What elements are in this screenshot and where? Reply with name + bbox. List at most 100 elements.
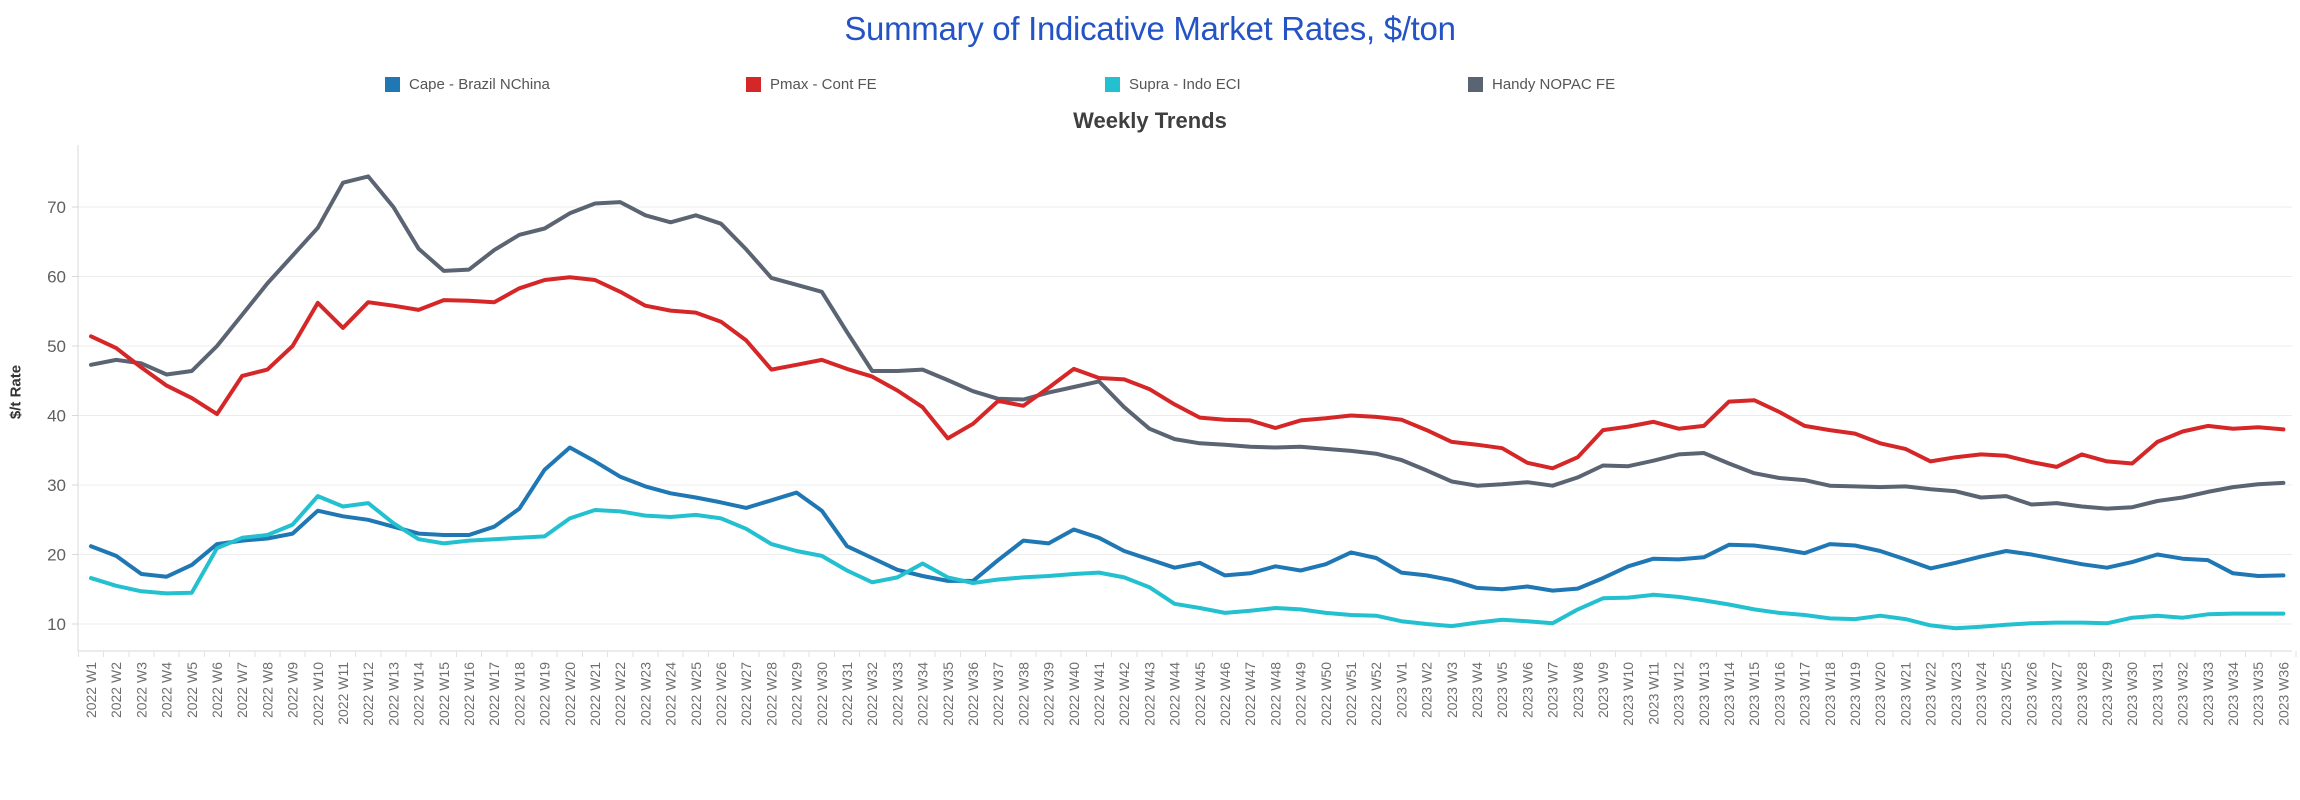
x-tick-label: 2022 W24 xyxy=(663,662,679,726)
legend-label: Handy NOPAC FE xyxy=(1492,76,1616,93)
y-tick-label: 50 xyxy=(47,337,66,356)
x-tick-label: 2023 W11 xyxy=(1645,662,1661,725)
x-tick-label: 2022 W47 xyxy=(1242,662,1258,726)
legend-label: Pmax - Cont FE xyxy=(770,76,877,93)
legend-label: Cape - Brazil NChina xyxy=(409,76,550,93)
x-tick-label: 2022 W16 xyxy=(461,662,477,726)
x-tick-label: 2022 W3 xyxy=(133,662,149,718)
x-tick-label: 2023 W10 xyxy=(1620,662,1636,726)
x-tick-label: 2023 W22 xyxy=(1923,662,1939,726)
x-tick-label: 2022 W19 xyxy=(537,662,553,726)
x-tick-label: 2023 W13 xyxy=(1696,662,1712,726)
x-tick-label: 2023 W32 xyxy=(2175,662,2191,726)
y-tick-label: 20 xyxy=(47,546,66,565)
x-tick-label: 2023 W31 xyxy=(2149,662,2165,726)
x-tick-label: 2022 W49 xyxy=(1293,662,1309,726)
x-tick-label: 2022 W52 xyxy=(1368,662,1384,726)
legend-swatch-pmax-icon xyxy=(746,77,761,92)
series-line-supra-indo-eci[interactable] xyxy=(89,494,2286,631)
x-tick-label: 2022 W31 xyxy=(839,662,855,726)
x-tick-label: 2022 W41 xyxy=(1091,662,1107,726)
x-tick-label: 2022 W34 xyxy=(915,662,931,726)
legend-item-handy-nopac-fe[interactable]: Handy NOPAC FE xyxy=(1468,76,1615,93)
x-tick-label: 2022 W5 xyxy=(184,662,200,718)
legend-swatch-supra-icon xyxy=(1105,77,1120,92)
x-tick-label: 2023 W20 xyxy=(1872,662,1888,726)
x-tick-label: 2023 W30 xyxy=(2124,662,2140,726)
x-tick-label: 2022 W15 xyxy=(436,662,452,726)
x-axis-labels: 2022 W1 2022 W2 2022 W3 2022 W4 2022 W5 2022 … xyxy=(83,662,2291,726)
x-tick-label: 2022 W12 xyxy=(360,662,376,726)
x-tick-label: 2023 W23 xyxy=(1948,662,1964,726)
x-tick-label: 2022 W44 xyxy=(1167,662,1183,726)
y-tick-label: 30 xyxy=(47,476,66,495)
x-tick-label: 2022 W27 xyxy=(738,662,754,726)
x-tick-label: 2022 W42 xyxy=(1116,662,1132,726)
x-tick-label: 2023 W25 xyxy=(1998,662,2014,726)
x-tick-label: 2022 W11 xyxy=(335,662,351,725)
x-tick-label: 2023 W12 xyxy=(1671,662,1687,726)
y-tick-label: 70 xyxy=(47,198,66,217)
x-tick-label: 2023 W9 xyxy=(1595,662,1611,718)
x-tick-label: 2023 W15 xyxy=(1746,662,1762,726)
page-title: Summary of Indicative Market Rates, $/to… xyxy=(844,10,1456,47)
x-tick-label: 2023 W28 xyxy=(2074,662,2090,726)
x-tick-label: 2022 W39 xyxy=(1041,662,1057,726)
x-tick-label: 2022 W36 xyxy=(965,662,981,726)
x-tick-label: 2022 W10 xyxy=(310,662,326,726)
x-tick-label: 2023 W14 xyxy=(1721,662,1737,726)
x-tick-label: 2022 W8 xyxy=(259,662,275,718)
x-tick-label: 2022 W22 xyxy=(612,662,628,726)
x-tick-label: 2023 W24 xyxy=(1973,662,1989,726)
legend-swatch-cape-icon xyxy=(385,77,400,92)
x-tick-label: 2022 W4 xyxy=(159,662,175,718)
x-tick-label: 2022 W23 xyxy=(637,662,653,726)
x-tick-label: 2023 W5 xyxy=(1494,662,1510,718)
legend-item-supra-indo-eci[interactable]: Supra - Indo ECI xyxy=(1105,76,1241,93)
x-tick-label: 2022 W46 xyxy=(1217,662,1233,726)
x-tick-label: 2022 W18 xyxy=(511,662,527,726)
axes: 10 20 30 40 50 60 70 xyxy=(47,145,2297,657)
chart-title: Weekly Trends xyxy=(1073,108,1227,133)
legend-item-pmax-cont-fe[interactable]: Pmax - Cont FE xyxy=(746,76,877,93)
x-tick-label: 2023 W33 xyxy=(2200,662,2216,726)
x-tick-label: 2023 W3 xyxy=(1444,662,1460,718)
x-tick-label: 2022 W33 xyxy=(889,662,905,726)
x-tick-label: 2023 W1 xyxy=(1393,662,1409,718)
x-tick-label: 2022 W7 xyxy=(234,662,250,718)
x-tick-label: 2022 W26 xyxy=(713,662,729,726)
x-tick-label: 2022 W35 xyxy=(940,662,956,726)
legend-swatch-handy-icon xyxy=(1468,77,1483,92)
x-tick-label: 2023 W36 xyxy=(2275,662,2291,726)
x-tick-label: 2023 W34 xyxy=(2225,662,2241,726)
x-tick-label: 2022 W13 xyxy=(385,662,401,726)
x-tick-label: 2023 W2 xyxy=(1419,662,1435,718)
x-tick-label: 2023 W4 xyxy=(1469,662,1485,718)
series-line-pmax-cont-fe[interactable] xyxy=(89,275,2286,471)
y-tick-label: 10 xyxy=(47,615,66,634)
series-lines xyxy=(89,174,2286,631)
x-tick-label: 2023 W35 xyxy=(2250,662,2266,726)
legend-item-cape-brazil-nchina[interactable]: Cape - Brazil NChina xyxy=(385,76,550,93)
x-tick-label: 2022 W2 xyxy=(108,662,124,718)
x-tick-label: 2023 W29 xyxy=(2099,662,2115,726)
x-tick-label: 2023 W16 xyxy=(1771,662,1787,726)
series-line-cape-brazil-nchina[interactable] xyxy=(89,445,2286,593)
x-tick-label: 2022 W40 xyxy=(1066,662,1082,726)
x-tick-label: 2023 W18 xyxy=(1822,662,1838,726)
x-tick-label: 2023 W7 xyxy=(1545,662,1561,718)
x-tick-label: 2022 W17 xyxy=(486,662,502,726)
y-tick-label: 60 xyxy=(47,268,66,287)
x-tick-label: 2022 W30 xyxy=(814,662,830,726)
x-tick-label: 2023 W27 xyxy=(2049,662,2065,726)
x-tick-label: 2023 W6 xyxy=(1519,662,1535,718)
legend-label: Supra - Indo ECI xyxy=(1129,76,1241,93)
x-tick-label: 2022 W50 xyxy=(1318,662,1334,726)
x-tick-label: 2023 W21 xyxy=(1897,662,1913,726)
series-line-handy-nopac-fe[interactable] xyxy=(89,174,2286,511)
x-tick-label: 2022 W9 xyxy=(285,662,301,718)
x-tick-label: 2022 W32 xyxy=(864,662,880,726)
x-tick-label: 2022 W43 xyxy=(1141,662,1157,726)
